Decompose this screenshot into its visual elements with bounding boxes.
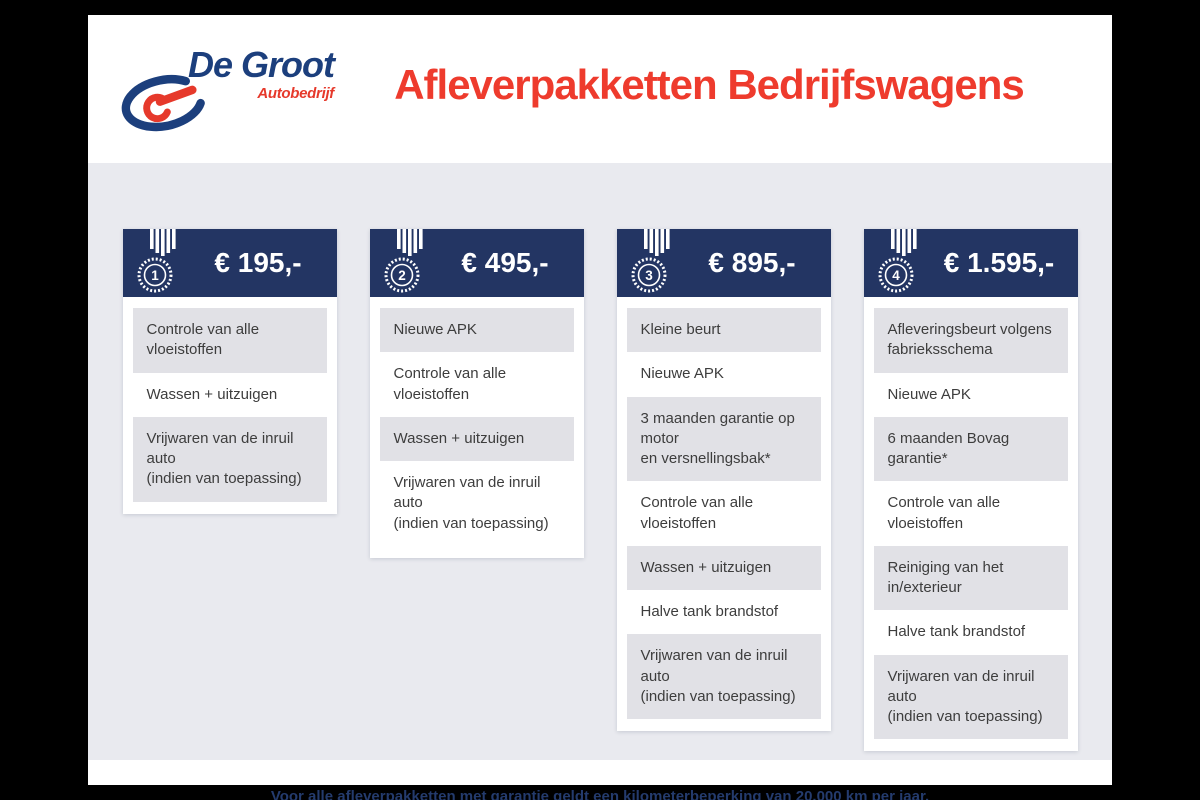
package-item: Wassen + uitzuigen [146,385,278,403]
package-price: € 1.595,- [943,247,1055,278]
logo: De Groot Autobedrijf [116,35,348,143]
package-item: Controle van alle vloeistoffen [887,494,1001,532]
logo-subtitle: Autobedrijf [257,85,335,102]
package-header: 1 € 195,- [122,229,337,297]
package-item: Vrijwaren van de inruil auto (indien van… [626,634,821,719]
bottom-white-strip [88,760,1112,785]
package-item: Nieuwe APK [379,308,574,353]
package-item: Vrijwaren van de inruil auto (indien van… [873,654,1068,740]
package-header: 3 € 895,- [616,229,831,297]
package-header: 2 € 495,- [369,229,584,297]
package-item: 3 maanden garantie op motor en versnelli… [626,396,821,482]
package-items: Controle van alle vloeistoffen Wassen + u… [123,297,337,514]
package-item: Wassen + uitzuigen [626,545,821,590]
package-item: Halve tank brandstof [887,623,1026,641]
medal-number: 1 [151,268,159,283]
medal-icon: 1 [137,229,176,293]
package-item: Afleveringsbeurt volgens fabrieksschema [873,308,1068,373]
logo-name: De Groot [188,44,335,85]
package-price: € 895,- [708,247,796,278]
package-item: Reiniging van het in/exterieur [873,545,1068,611]
package-items: Nieuwe APK Controle van alle vloeistoffen… [370,297,584,558]
package-item: Controle van alle vloeistoffen [393,365,507,403]
package-price: € 495,- [461,247,549,278]
packages-section: 1 € 195,- Controle van alle vloeistoffen… [88,163,1112,800]
medal-number: 4 [892,268,900,283]
package-item: Kleine beurt [626,308,821,353]
medal-icon: 2 [384,229,423,293]
package-card: 3 € 895,- Kleine beurt Nieuwe APK 3 maande… [616,229,831,731]
package-item: Nieuwe APK [887,385,971,403]
content-sheet: De Groot Autobedrijf Afleverpakketten Be… [88,15,1112,800]
package-item: Wassen + uitzuigen [379,416,574,461]
footnote-line-2: Voor alle afleverpakketten met garantie … [270,788,930,800]
medal-number: 2 [398,268,406,283]
package-item: 6 maanden Bovag garantie* [873,416,1068,482]
package-item: Halve tank brandstof [640,603,779,620]
medal-number: 3 [645,268,653,283]
logo-emblem-icon [121,74,205,132]
packages-row: 1 € 195,- Controle van alle vloeistoffen… [88,163,1112,752]
header: De Groot Autobedrijf Afleverpakketten Be… [88,15,1112,163]
medal-icon: 3 [631,229,670,293]
package-item: Nieuwe APK [640,365,724,383]
page-title: Afleverpakketten Bedrijfswagens [394,61,1025,108]
package-item: Controle van alle vloeistoffen [640,494,754,532]
package-card: 2 € 495,- Nieuwe APK Controle van alle vl… [369,229,584,558]
package-item: Controle van alle vloeistoffen [132,308,327,373]
package-item: Vrijwaren van de inruil auto (indien van… [132,416,327,502]
logo-text: De Groot Autobedrijf [188,44,335,103]
package-items: Afleveringsbeurt volgens fabrieksschema N… [864,297,1078,751]
package-header: 4 € 1.595,- [863,229,1078,297]
package-card: 1 € 195,- Controle van alle vloeistoffen… [122,229,337,514]
package-item: Vrijwaren van de inruil auto (indien van… [393,474,549,532]
package-price: € 195,- [214,247,302,278]
package-card: 4 € 1.595,- Afleveringsbeurt volgens fab… [863,229,1078,752]
package-items: Kleine beurt Nieuwe APK 3 maanden garantie… [617,297,831,731]
medal-icon: 4 [878,229,917,293]
